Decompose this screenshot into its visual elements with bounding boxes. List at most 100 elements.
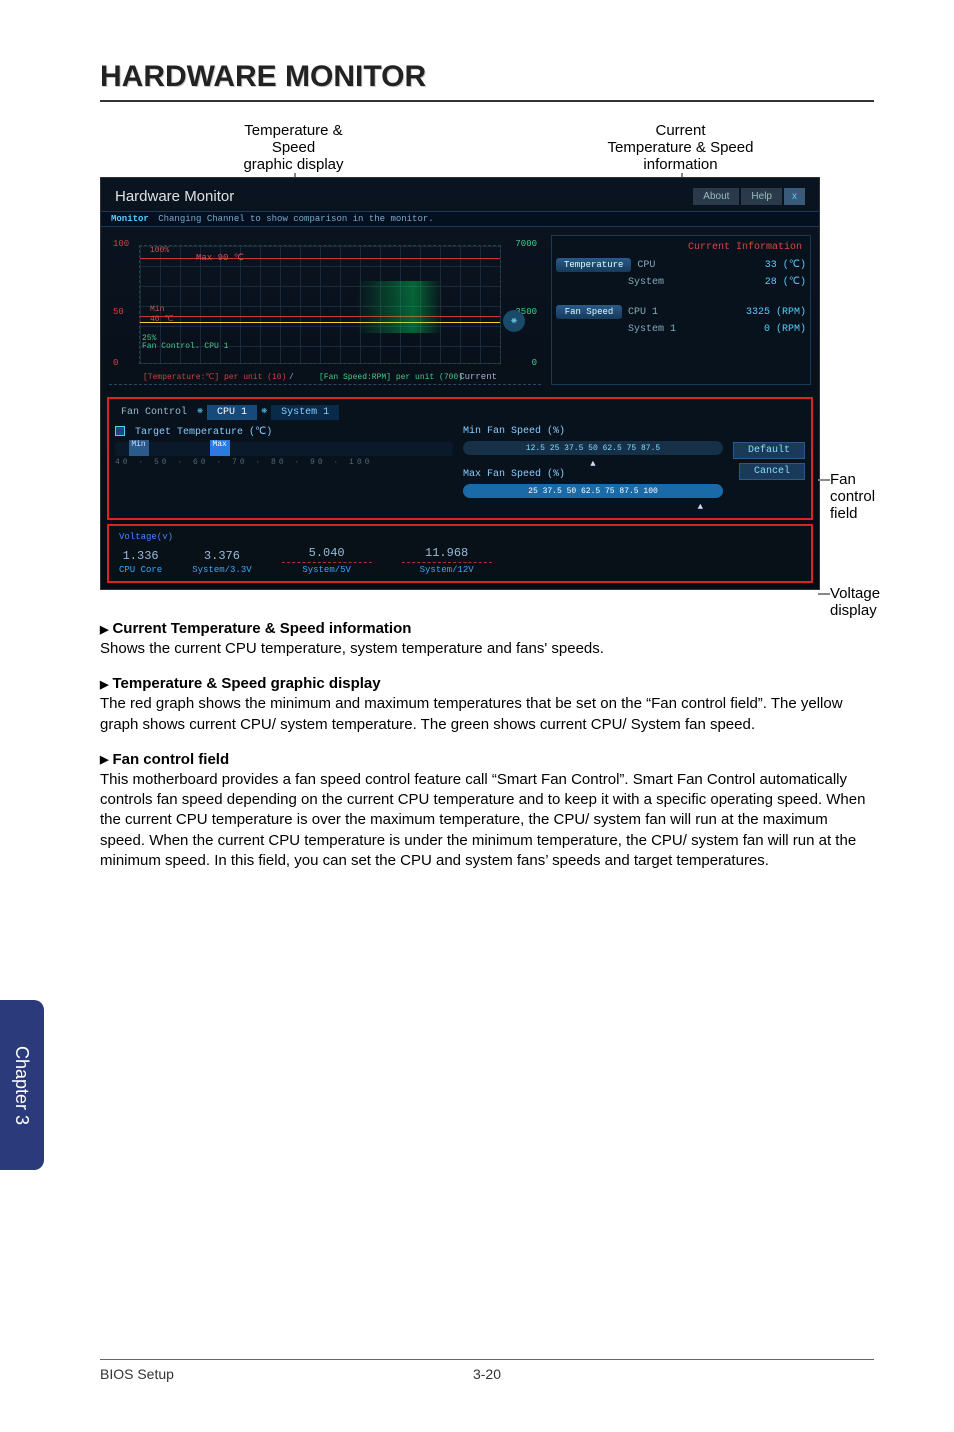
voltage-name: System/5V bbox=[302, 565, 351, 575]
y-axis-bot: 0 bbox=[113, 358, 118, 368]
voltage-cell: 11.968 System/12V bbox=[402, 546, 492, 575]
max-fan-label: Max Fan Speed (%) bbox=[463, 469, 723, 480]
cancel-button[interactable]: Cancel bbox=[739, 463, 805, 480]
side-label-voltage: Voltage display bbox=[830, 585, 880, 619]
fan-icon: ❋ bbox=[503, 310, 525, 332]
max-fan-bar[interactable]: 25 37.5 50 62.5 75 87.5 100 bbox=[463, 484, 723, 498]
current-info-panel: Current Information Temperature CPU 33 (… bbox=[551, 235, 811, 385]
info-val: 0 (RPM) bbox=[764, 324, 806, 335]
fan-control-label: Fan Control bbox=[115, 405, 193, 420]
info-val: 33 (℃) bbox=[765, 259, 806, 271]
default-button[interactable]: Default bbox=[733, 442, 805, 459]
triangle-icon: ▶ bbox=[100, 679, 108, 691]
info-key: System bbox=[628, 277, 688, 288]
fan-line-label: Fan Control. CPU 1 bbox=[142, 342, 228, 351]
y-axis-mid: 50 bbox=[113, 307, 124, 317]
side-label-fan: Fan control field bbox=[830, 471, 875, 522]
min-label: Min bbox=[150, 305, 164, 314]
min-fan-bar[interactable]: 12.5 25 37.5 50 62.5 75 87.5 bbox=[463, 441, 723, 455]
fan-icon-small: ❋ bbox=[197, 405, 203, 420]
voltage-val: 11.968 bbox=[425, 546, 468, 560]
page-footer: BIOS Setup 3-20 bbox=[100, 1359, 874, 1382]
target-temp-row: Target Temperature (℃) bbox=[115, 426, 453, 438]
side-voltage-text: Voltage display bbox=[830, 585, 880, 619]
voltage-cell: 1.336 CPU Core bbox=[119, 549, 162, 575]
callout-graphic: Temperature & Speed graphic display bbox=[194, 122, 394, 173]
triangle-icon: ▶ bbox=[100, 754, 108, 766]
monitor-desc: Changing Channel to show comparison in t… bbox=[158, 214, 433, 224]
side-fan-text: Fan control field bbox=[830, 471, 875, 522]
slider-min-handle[interactable]: Min bbox=[129, 440, 149, 456]
section-body-1: Shows the current CPU temperature, syste… bbox=[100, 639, 874, 659]
voltage-cell: 5.040 System/5V bbox=[282, 546, 372, 575]
section-head-3: ▶Fan control field bbox=[100, 751, 874, 768]
min-val: 40 ℃ bbox=[150, 314, 173, 324]
footer-left: BIOS Setup bbox=[100, 1366, 174, 1382]
section-head-1: ▶Current Temperature & Speed information bbox=[100, 620, 874, 637]
info-key: System 1 bbox=[628, 324, 688, 335]
slider-scale: 40 · 50 · 60 · 70 · 80 · 90 · 100 bbox=[115, 458, 453, 467]
target-temp-slider[interactable]: Min Max bbox=[115, 442, 453, 456]
info-val: 28 (℃) bbox=[765, 276, 806, 288]
section-body-2: The red graph shows the minimum and maxi… bbox=[100, 694, 874, 735]
chapter-tab: Chapter 3 bbox=[0, 1000, 44, 1170]
close-button[interactable]: x bbox=[784, 188, 805, 205]
fan-control-section: Fan Control ❋ CPU 1 ❋ System 1 Target Te… bbox=[107, 397, 813, 520]
info-key: CPU bbox=[637, 260, 697, 271]
fan-icon-small: ❋ bbox=[261, 405, 267, 420]
fan-speed-badge: Fan Speed bbox=[556, 305, 622, 319]
target-checkbox[interactable] bbox=[115, 426, 125, 436]
graph-caption-sep: / bbox=[289, 373, 294, 382]
info-title: Current Information bbox=[556, 240, 806, 255]
voltage-label: Voltage(v) bbox=[119, 532, 801, 542]
slider-max-handle[interactable]: Max bbox=[210, 440, 230, 456]
triangle-icon: ▶ bbox=[100, 624, 108, 636]
monitor-strip: Monitor Changing Channel to show compari… bbox=[101, 211, 819, 227]
tick-line bbox=[818, 479, 830, 481]
top-callouts: Temperature & Speed graphic display Curr… bbox=[100, 122, 874, 173]
tab-cpu1[interactable]: CPU 1 bbox=[207, 405, 257, 420]
graph-grid: 100% Max 90 ℃ Min 40 ℃ 25% Fan Control. … bbox=[139, 245, 501, 364]
min-fan-label: Min Fan Speed (%) bbox=[463, 426, 723, 437]
voltage-val: 3.376 bbox=[204, 549, 240, 563]
voltage-name: System/3.3V bbox=[192, 565, 251, 575]
pct-100: 100% bbox=[150, 246, 169, 255]
about-button[interactable]: About bbox=[693, 188, 739, 205]
page-title: HARDWARE MONITOR bbox=[100, 60, 874, 102]
temperature-badge: Temperature bbox=[556, 258, 631, 272]
graph-caption-right: [Fan Speed:RPM] per unit (700) bbox=[319, 373, 463, 382]
max-label: Max 90 ℃ bbox=[196, 253, 244, 263]
voltage-name: System/12V bbox=[420, 565, 474, 575]
target-label: Target Temperature (℃) bbox=[135, 427, 272, 438]
r-axis-bot: 0 bbox=[532, 358, 537, 368]
voltage-section: Voltage(v) 1.336 CPU Core 3.376 System/3… bbox=[107, 524, 813, 583]
fan-speed-area bbox=[356, 281, 500, 332]
footer-page-number: 3-20 bbox=[473, 1366, 501, 1382]
section-head-2: ▶Temperature & Speed graphic display bbox=[100, 675, 874, 692]
r-axis-top: 7000 bbox=[515, 239, 537, 249]
section-body-3: This motherboard provides a fan speed co… bbox=[100, 770, 874, 871]
callout-current-info: Current Temperature & Speed information bbox=[581, 122, 781, 173]
up-arrow-icon: ▲ bbox=[463, 459, 723, 469]
callout-current-text: Current Temperature & Speed information bbox=[608, 122, 754, 173]
tab-system1[interactable]: System 1 bbox=[271, 405, 339, 420]
temperature-speed-graph: 100 50 0 7000 3500 0 100% Max 90 ℃ Min bbox=[109, 235, 541, 385]
max-temp-line bbox=[140, 258, 500, 259]
voltage-cell: 3.376 System/3.3V bbox=[192, 549, 251, 575]
voltage-val: 5.040 bbox=[309, 546, 345, 560]
monitor-label: Monitor bbox=[111, 214, 149, 224]
hardware-monitor-window: Hardware Monitor About Help x Monitor Ch… bbox=[100, 177, 820, 590]
voltage-underline bbox=[402, 562, 492, 563]
help-button[interactable]: Help bbox=[741, 188, 782, 205]
y-axis-top: 100 bbox=[113, 239, 129, 249]
up-arrow-icon: ▲ bbox=[463, 502, 723, 512]
graph-caption-left: [Temperature:℃] per unit (10) bbox=[143, 372, 286, 382]
voltage-val: 1.336 bbox=[123, 549, 159, 563]
graph-current-label: Current bbox=[459, 372, 497, 382]
info-val: 3325 (RPM) bbox=[746, 307, 806, 318]
callout-graphic-text: Temperature & Speed graphic display bbox=[243, 122, 343, 173]
voltage-underline bbox=[282, 562, 372, 563]
chapter-tab-text: Chapter 3 bbox=[12, 1045, 33, 1124]
tick-line bbox=[818, 593, 830, 595]
info-key: CPU 1 bbox=[628, 307, 688, 318]
